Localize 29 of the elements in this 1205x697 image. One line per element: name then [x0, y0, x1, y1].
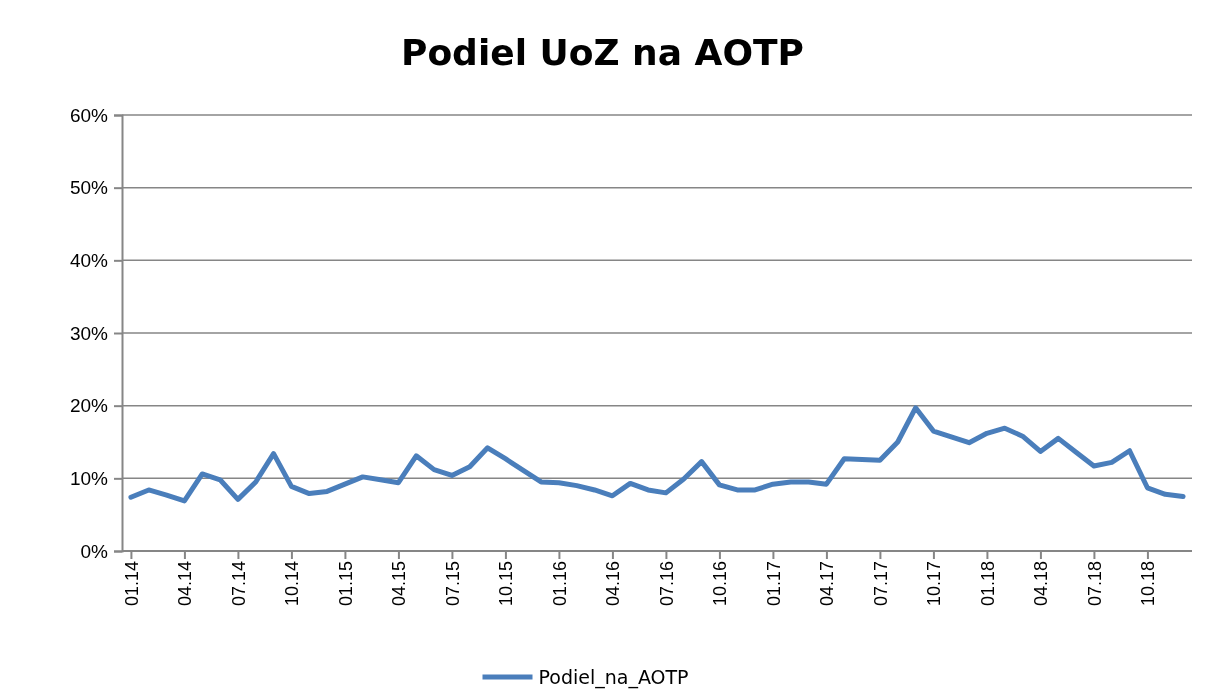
x-tick-label: 07.17	[870, 561, 891, 607]
x-tick-label: 04.17	[817, 561, 838, 607]
x-tick-label: 07.14	[228, 561, 249, 607]
x-tick-label: 01.15	[335, 561, 356, 607]
x-tick-label: 01.16	[549, 561, 570, 607]
x-tick-label: 04.16	[603, 561, 624, 607]
x-tick-label: 04.18	[1031, 561, 1052, 607]
x-tick-label: 04.15	[389, 561, 410, 607]
x-tick-label: 07.16	[656, 561, 677, 607]
y-tick-label: 20%	[69, 395, 109, 417]
y-tick-label: 10%	[69, 467, 109, 489]
x-tick-label: 07.18	[1084, 561, 1105, 607]
y-tick-label: 60%	[69, 104, 109, 126]
x-tick-label: 01.17	[763, 561, 784, 607]
x-tick-label: 01.18	[977, 561, 998, 607]
chart-title: Podiel UoZ na AOTP	[401, 32, 804, 73]
x-tick-label: 10.14	[282, 561, 303, 607]
x-tick-label: 07.15	[442, 561, 463, 607]
y-tick-label: 30%	[69, 322, 109, 344]
y-tick-label: 50%	[69, 177, 109, 199]
legend-label: Podiel_na_AOTP	[538, 665, 689, 689]
x-tick-label: 10.17	[924, 561, 945, 607]
x-tick-label: 04.14	[175, 561, 196, 607]
x-tick-label: 10.15	[496, 561, 517, 607]
x-tick-label: 10.16	[710, 561, 731, 607]
y-tick-label: 0%	[80, 540, 109, 562]
x-tick-label: 01.14	[121, 561, 142, 607]
y-tick-label: 40%	[69, 249, 109, 271]
x-tick-label: 10.18	[1138, 561, 1159, 607]
